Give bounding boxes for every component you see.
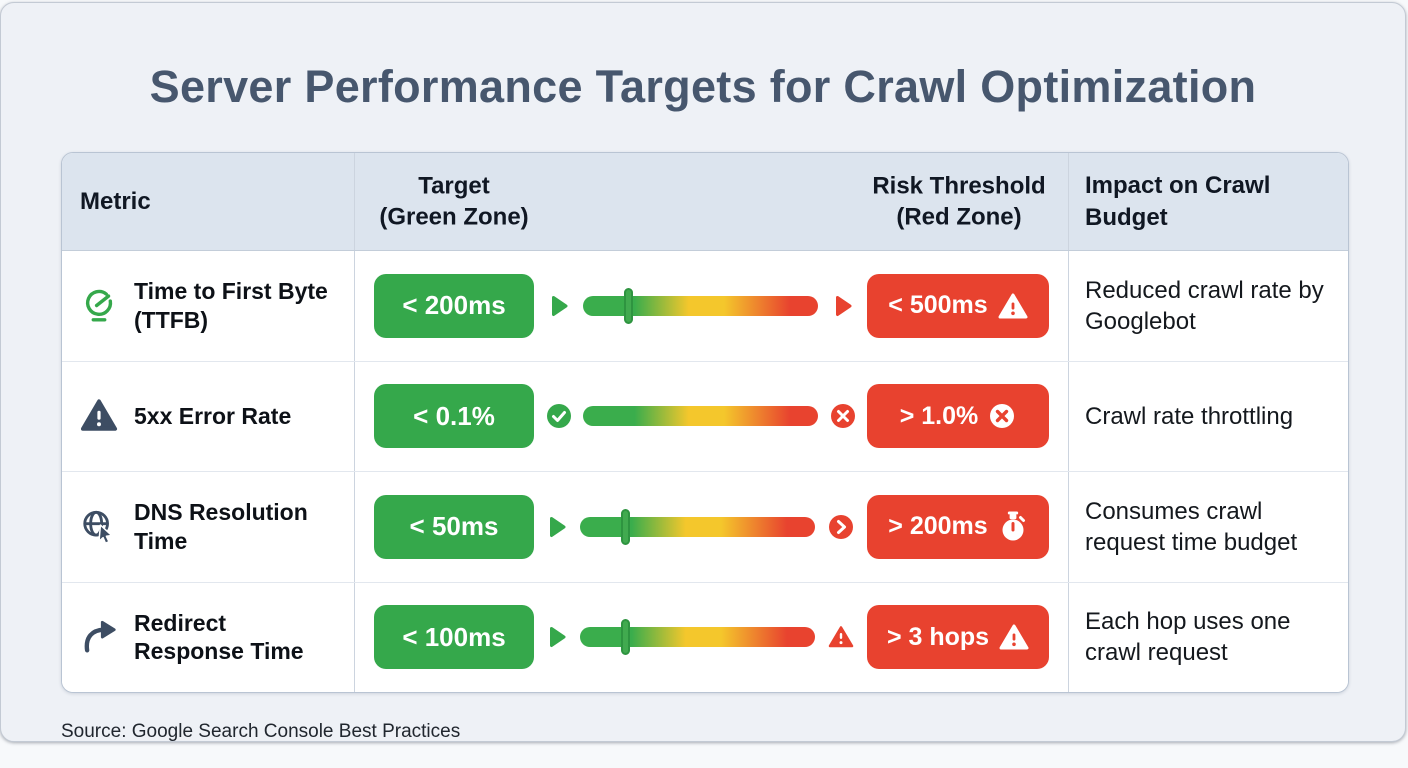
- table-row-redirect: Redirect Response Time < 100ms: [62, 582, 1348, 692]
- redirect-arrow-icon: [84, 621, 116, 653]
- header-impact: Impact on Crawl Budget: [1069, 153, 1348, 250]
- globe-cursor-icon: [83, 510, 113, 544]
- warning-triangle-icon: [828, 626, 854, 648]
- header-risk-label: Risk Threshold (Red Zone): [872, 171, 1046, 231]
- red-arrow-icon: [835, 295, 851, 316]
- metric-name: DNS Resolution Time: [134, 499, 308, 554]
- x-circle-icon: [990, 404, 1015, 429]
- metric-name: 5xx Error Rate: [134, 402, 292, 429]
- warning-triangle-icon: [999, 624, 1029, 650]
- gauge-handle: [621, 508, 630, 545]
- page-title: Server Performance Targets for Crawl Opt…: [149, 61, 1257, 112]
- x-circle-icon: [830, 404, 855, 429]
- risk-badge: < 500ms: [867, 273, 1049, 338]
- performance-table: Metric Target (Green Zone) Risk Threshol…: [61, 152, 1349, 693]
- table-row-ttfb: Time to First Byte (TTFB) < 200ms < 500m…: [62, 251, 1348, 362]
- gauge-handle: [621, 619, 630, 656]
- gauge-bar: [583, 406, 818, 427]
- speedometer-icon: [85, 289, 113, 322]
- gauge-bar: [583, 287, 818, 324]
- table-row-5xx: 5xx Error Rate < 0.1% > 1.0%: [62, 361, 1348, 472]
- metric-name: Time to First Byte (TTFB): [134, 278, 328, 333]
- check-circle-icon: [546, 404, 571, 429]
- target-badge: < 100ms: [374, 605, 534, 670]
- risk-badge: > 1.0%: [867, 384, 1049, 449]
- impact-text: Crawl rate throttling: [1085, 402, 1294, 430]
- infographic-card: Server Performance Targets for Crawl Opt…: [0, 2, 1406, 742]
- gauge-bar: [580, 508, 815, 545]
- metric-name: Redirect Response Time: [134, 609, 304, 665]
- table-row-dns: DNS Resolution Time < 50ms > 200ms: [62, 472, 1348, 583]
- risk-badge: > 3 hops: [867, 605, 1049, 670]
- table-header-row: Metric Target (Green Zone) Risk Threshol…: [62, 153, 1348, 251]
- green-arrow-icon: [550, 627, 566, 648]
- target-badge: < 200ms: [374, 273, 534, 338]
- warning-triangle-icon: [998, 293, 1028, 319]
- chevron-circle-icon: [829, 514, 853, 539]
- warning-triangle-icon: [80, 399, 118, 431]
- header-target-label: Target (Green Zone): [379, 171, 529, 231]
- source-note: Source: Google Search Console Best Pract…: [61, 721, 461, 742]
- green-arrow-icon: [550, 516, 566, 537]
- green-arrow-icon: [551, 295, 567, 316]
- header-metric: Metric: [62, 153, 355, 250]
- target-badge: < 0.1%: [374, 384, 534, 449]
- header-impact-label: Impact on Crawl Budget: [1085, 171, 1271, 231]
- risk-badge: > 200ms: [867, 494, 1049, 559]
- header-target-risk: Target (Green Zone) Risk Threshold (Red …: [355, 153, 1069, 250]
- impact-text: Each hop uses one crawl request: [1085, 608, 1291, 667]
- gauge-bar: [580, 619, 815, 656]
- impact-text: Consumes crawl request time budget: [1085, 497, 1298, 556]
- gauge-handle: [624, 287, 633, 324]
- stopwatch-icon: [1002, 511, 1025, 541]
- header-metric-label: Metric: [80, 187, 151, 215]
- impact-text: Reduced crawl rate by Googlebot: [1085, 276, 1324, 335]
- target-badge: < 50ms: [374, 494, 534, 559]
